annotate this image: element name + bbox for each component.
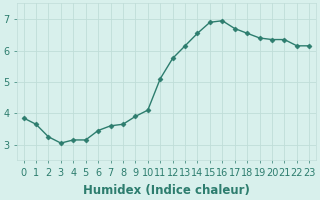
X-axis label: Humidex (Indice chaleur): Humidex (Indice chaleur) (83, 184, 250, 197)
